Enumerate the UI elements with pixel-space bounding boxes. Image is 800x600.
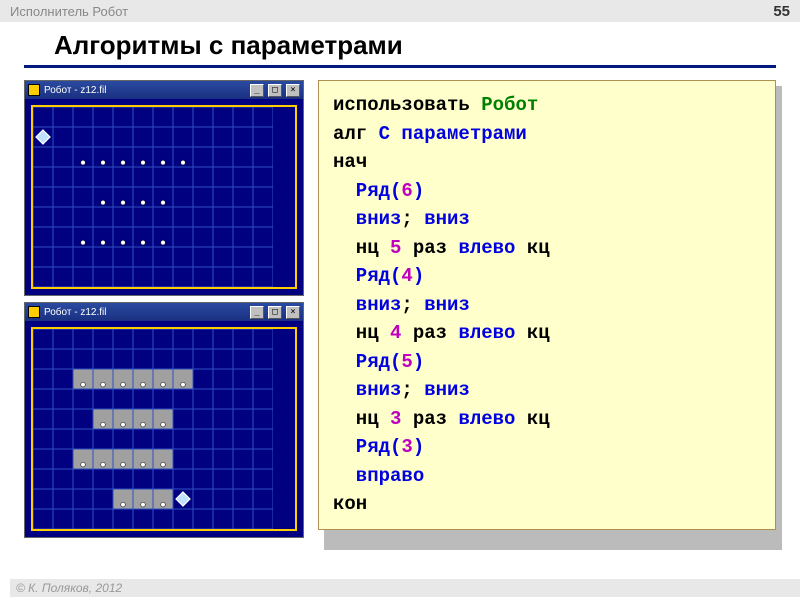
code-token: Ряд( — [333, 265, 401, 287]
code-token: вправо — [333, 465, 424, 487]
code-line: Ряд(6) — [333, 177, 761, 206]
code-token: раз — [401, 322, 458, 344]
grid-area-top — [25, 99, 303, 295]
code-line: алг С параметрами — [333, 120, 761, 149]
code-token: влево — [458, 408, 515, 430]
code-line: нц 5 раз влево кц — [333, 234, 761, 263]
code-token: 6 — [401, 180, 412, 202]
code-line: нц 3 раз влево кц — [333, 405, 761, 434]
code-token: Ряд( — [333, 180, 401, 202]
page-title: Алгоритмы с параметрами — [24, 22, 776, 68]
code-token: ; — [401, 208, 424, 230]
code-token: Ряд( — [333, 351, 401, 373]
code-token: Ряд( — [333, 436, 401, 458]
code-token: Робот — [481, 94, 538, 116]
code-token: ; — [401, 379, 424, 401]
maximize-button[interactable]: □ — [268, 306, 282, 319]
code-token: алг — [333, 123, 379, 145]
code-line: Ряд(4) — [333, 262, 761, 291]
code-token: кц — [515, 408, 549, 430]
left-column: Робот - z12.fil _ □ × Робот - z12.fil _ … — [24, 80, 304, 544]
code-token: использовать — [333, 94, 481, 116]
code-token: 5 — [390, 237, 401, 259]
minimize-button[interactable]: _ — [250, 306, 264, 319]
code-token: влево — [458, 237, 515, 259]
code-token: ) — [413, 351, 424, 373]
close-button[interactable]: × — [286, 84, 300, 97]
window-title: Робот - z12.fil — [44, 85, 246, 96]
code-token: влево — [458, 322, 515, 344]
code-panel: использовать Роботалг С параметраминач Р… — [318, 80, 776, 530]
code-line: нач — [333, 148, 761, 177]
code-token: нач — [333, 151, 367, 173]
code-token: кц — [515, 237, 549, 259]
code-token: 3 — [401, 436, 412, 458]
code-token: вниз — [424, 379, 470, 401]
code-line: вниз; вниз — [333, 205, 761, 234]
page-number: 55 — [773, 3, 790, 20]
grid-area-bottom — [25, 321, 303, 537]
code-line: вниз; вниз — [333, 376, 761, 405]
code-panel-wrap: использовать Роботалг С параметраминач Р… — [318, 80, 776, 544]
code-line: кон — [333, 490, 761, 519]
code-token: вниз — [424, 208, 470, 230]
copyright: © К. Поляков, 2012 — [16, 581, 122, 595]
code-token: ; — [401, 294, 424, 316]
code-line: использовать Робот — [333, 91, 761, 120]
minimize-button[interactable]: _ — [250, 84, 264, 97]
code-token: ) — [413, 180, 424, 202]
code-token: ) — [413, 265, 424, 287]
code-line: Ряд(5) — [333, 348, 761, 377]
code-token: С параметрами — [379, 123, 527, 145]
top-bar: Исполнитель Робот 55 — [0, 0, 800, 22]
window-title: Робот - z12.fil — [44, 307, 246, 318]
window-titlebar[interactable]: Робот - z12.fil _ □ × — [25, 81, 303, 99]
app-icon — [28, 84, 40, 96]
app-icon — [28, 306, 40, 318]
robot-window-top: Робот - z12.fil _ □ × — [24, 80, 304, 296]
maximize-button[interactable]: □ — [268, 84, 282, 97]
window-titlebar[interactable]: Робот - z12.fil _ □ × — [25, 303, 303, 321]
close-button[interactable]: × — [286, 306, 300, 319]
code-token: 3 — [390, 408, 401, 430]
code-token: раз — [401, 237, 458, 259]
code-token: нц — [333, 322, 390, 344]
code-token: вниз — [333, 379, 401, 401]
content-area: Робот - z12.fil _ □ × Робот - z12.fil _ … — [0, 68, 800, 544]
code-line: Ряд(3) — [333, 433, 761, 462]
code-token: кон — [333, 493, 367, 515]
breadcrumb: Исполнитель Робот — [10, 4, 128, 19]
code-line: вправо — [333, 462, 761, 491]
code-token: раз — [401, 408, 458, 430]
footer: © К. Поляков, 2012 — [10, 579, 800, 597]
code-token: кц — [515, 322, 549, 344]
code-line: нц 4 раз влево кц — [333, 319, 761, 348]
code-token: вниз — [424, 294, 470, 316]
code-token: вниз — [333, 208, 401, 230]
code-token: 4 — [390, 322, 401, 344]
code-token: 5 — [401, 351, 412, 373]
robot-window-bottom: Робот - z12.fil _ □ × — [24, 302, 304, 538]
code-token: ) — [413, 436, 424, 458]
code-token: нц — [333, 237, 390, 259]
code-token: вниз — [333, 294, 401, 316]
code-token: нц — [333, 408, 390, 430]
code-line: вниз; вниз — [333, 291, 761, 320]
code-token: 4 — [401, 265, 412, 287]
